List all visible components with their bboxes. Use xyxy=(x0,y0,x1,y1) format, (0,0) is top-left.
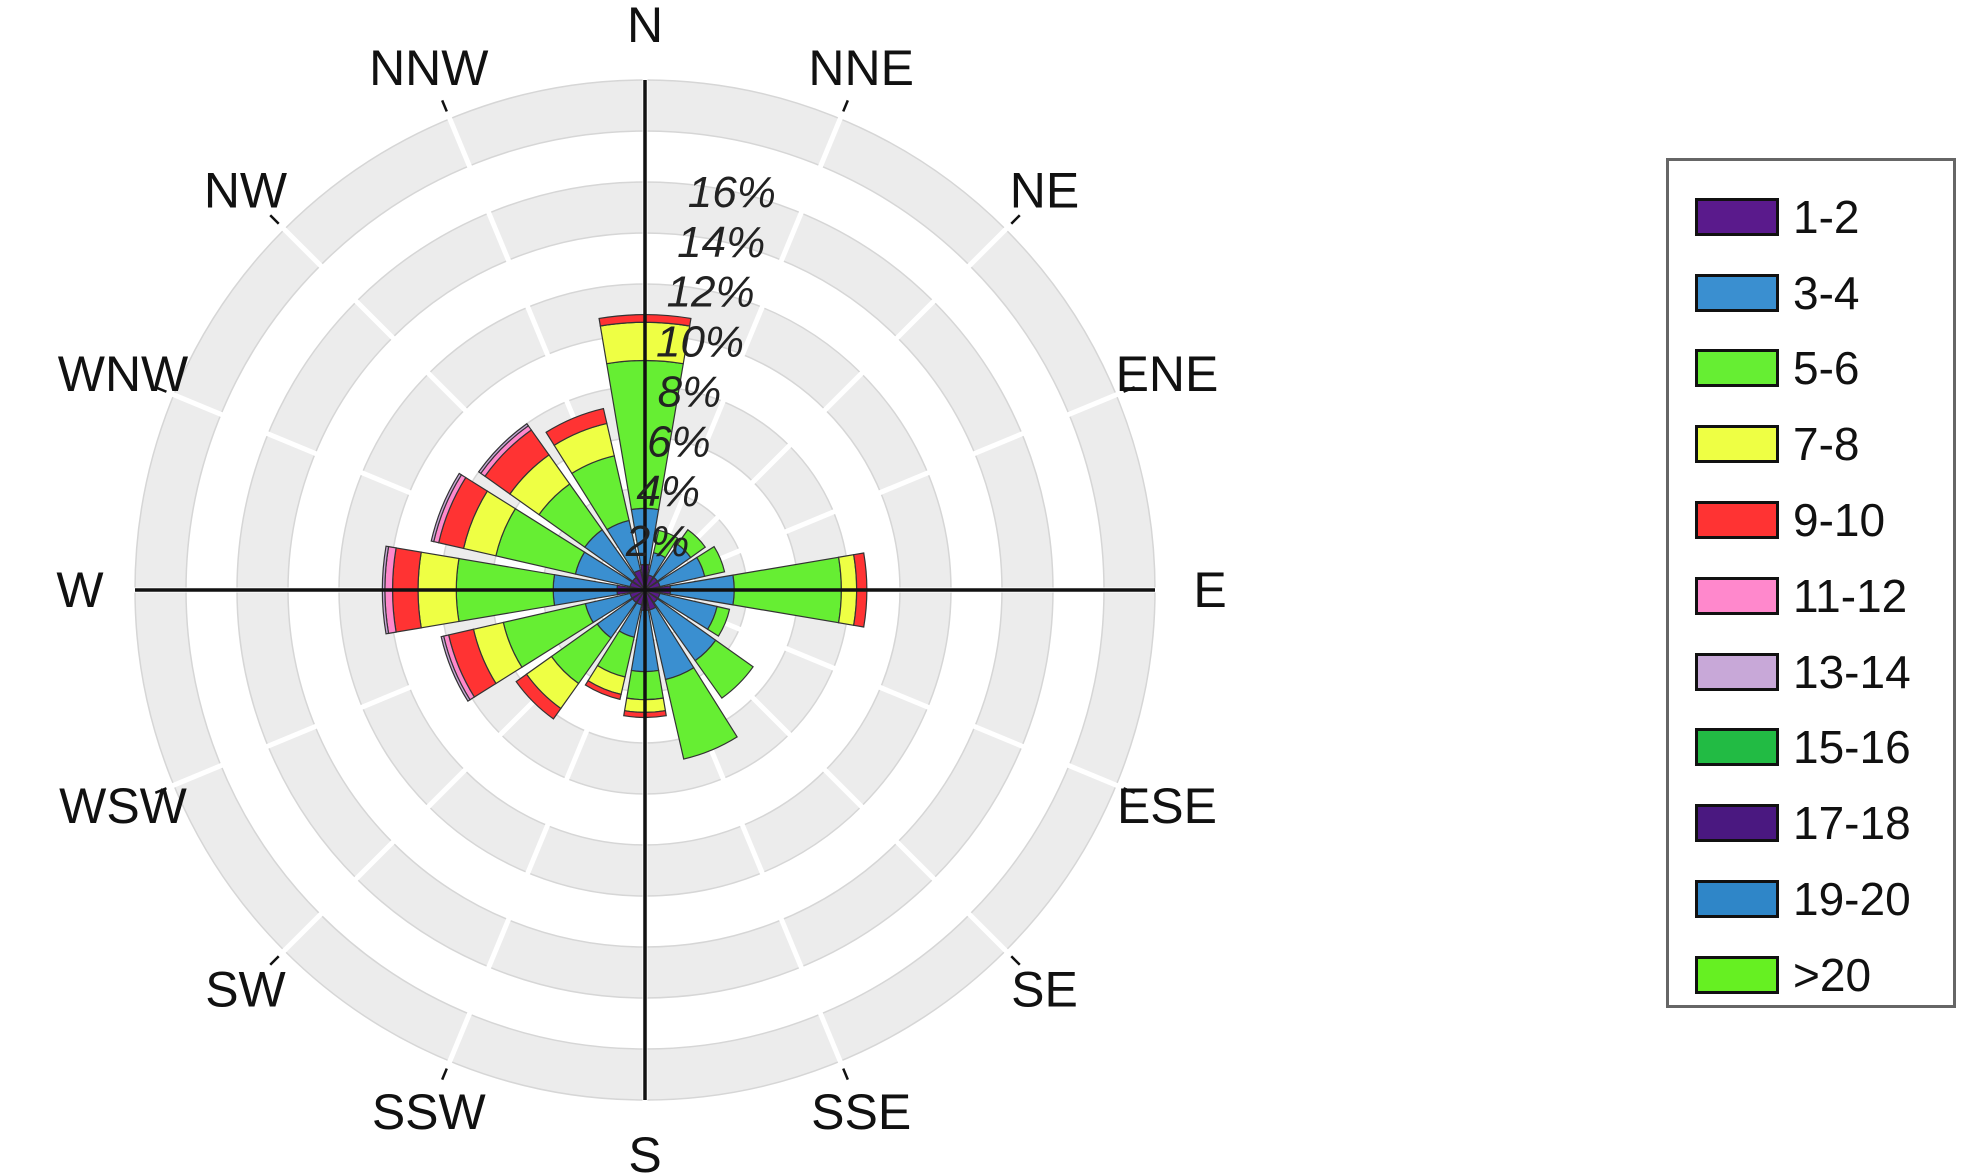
wedge-ssw-9-10 xyxy=(584,679,622,701)
legend-label: 15-16 xyxy=(1793,721,1911,774)
legend-label: 1-2 xyxy=(1793,190,1860,243)
legend-swatch xyxy=(1695,880,1779,919)
wedge-w-13-14 xyxy=(381,545,390,635)
ring-label: 2% xyxy=(625,517,690,566)
wedge-wnw-13-14 xyxy=(430,472,463,543)
legend-label: 9-10 xyxy=(1793,494,1886,547)
legend-swatch xyxy=(1695,652,1779,691)
spoke-ne xyxy=(643,226,1009,592)
wedge-se-5-6 xyxy=(694,639,754,699)
direction-label-nne: NNE xyxy=(808,40,914,96)
legend-entry: 9-10 xyxy=(1695,482,1953,558)
main-axes xyxy=(135,80,1155,1100)
legend-label: 5-6 xyxy=(1793,342,1860,395)
ring-label: 16% xyxy=(688,168,776,217)
tick-ese xyxy=(1123,787,1136,794)
ring-label: 4% xyxy=(636,467,700,516)
direction-label-n: N xyxy=(627,0,663,53)
wedge-sse-5-6 xyxy=(664,666,738,760)
legend-swatch xyxy=(1695,576,1779,615)
legend-swatch xyxy=(1695,273,1779,312)
ring-labels: 2%4%6%8%10%12%14%16% xyxy=(625,168,776,566)
ring-label: 6% xyxy=(647,417,711,466)
tick-nne xyxy=(842,99,849,112)
legend-entry: 17-18 xyxy=(1695,785,1953,861)
legend-label: 17-18 xyxy=(1793,797,1911,850)
frequency-wedges xyxy=(381,314,868,760)
direction-label-e: E xyxy=(1193,562,1226,618)
legend-label: 3-4 xyxy=(1793,266,1860,319)
tick-ssw xyxy=(441,1068,448,1081)
tick-nnw xyxy=(441,99,448,112)
legend-swatch xyxy=(1695,955,1779,994)
tick-se xyxy=(1010,955,1021,966)
legend-label: 7-8 xyxy=(1793,418,1860,471)
legend-label: >20 xyxy=(1793,948,1872,1001)
direction-label-ese: ESE xyxy=(1117,778,1217,834)
direction-label-ssw: SSW xyxy=(372,1084,487,1140)
legend-entry: 7-8 xyxy=(1695,406,1953,482)
direction-label-nw: NW xyxy=(204,162,288,218)
tick-wnw xyxy=(154,386,167,393)
legend-swatch xyxy=(1695,728,1779,767)
legend-swatch xyxy=(1695,501,1779,540)
direction-label-ne: NE xyxy=(1010,162,1079,218)
direction-label-sw: SW xyxy=(205,962,286,1018)
direction-label-s: S xyxy=(628,1127,661,1176)
tick-sw xyxy=(269,955,280,966)
legend-swatch xyxy=(1695,349,1779,388)
legend-label: 13-14 xyxy=(1793,645,1911,698)
legend-swatch xyxy=(1695,197,1779,236)
tick-wsw xyxy=(154,787,167,794)
wedge-nne-5-6 xyxy=(652,529,679,559)
direction-label-wsw: WSW xyxy=(59,778,188,834)
legend-entry: 1-2 xyxy=(1695,179,1953,255)
legend-entry: 13-14 xyxy=(1695,634,1953,710)
wedge-wsw-13-14 xyxy=(440,635,471,702)
ring-label: 10% xyxy=(656,318,744,367)
tick-sse xyxy=(842,1068,849,1081)
direction-label-nnw: NNW xyxy=(369,40,489,96)
legend-swatch xyxy=(1695,425,1779,464)
wedge-sw-9-10 xyxy=(515,673,562,720)
wedge-ese-5-6 xyxy=(706,605,731,637)
ring-label: 8% xyxy=(658,367,722,416)
legend-entry: 5-6 xyxy=(1695,331,1953,407)
legend-entry: 19-20 xyxy=(1695,861,1953,937)
spoke-nne xyxy=(642,116,844,591)
tick-nw xyxy=(269,214,280,225)
wind-rose-chart: 2%4%6%8%10%12%14%16% N NNE NE ENE E ESE SE SSE S… xyxy=(56,0,1226,1176)
legend-swatch xyxy=(1695,804,1779,843)
spoke-ene xyxy=(644,391,1119,593)
direction-label-wnw: WNW xyxy=(58,346,189,402)
direction-label-sse: SSE xyxy=(811,1084,911,1140)
direction-label-ene: ENE xyxy=(1116,346,1219,402)
wedge-ne-5-6 xyxy=(676,528,707,559)
legend-label: 11-12 xyxy=(1793,569,1908,622)
ring-label: 12% xyxy=(667,268,755,317)
wedge-nnw-9-10 xyxy=(545,407,608,447)
legend-entry: 11-12 xyxy=(1695,558,1953,634)
legend-label: 19-20 xyxy=(1793,873,1911,926)
legend-entry: 3-4 xyxy=(1695,255,1953,331)
legend: 1-2 3-4 5-6 7-8 9-10 11-12 13-14 15-16 17-18 19-2… xyxy=(1666,158,1956,1008)
legend-entry: >20 xyxy=(1695,937,1953,1013)
ring-label: 14% xyxy=(677,218,765,267)
wedge-ene-5-6 xyxy=(696,545,726,578)
direction-label-w: W xyxy=(56,562,104,618)
tick-ene xyxy=(1123,386,1136,393)
legend-entry: 15-16 xyxy=(1695,710,1953,786)
direction-labels: N NNE NE ENE E ESE SE SSE S SSW SW WSW W WNW NW NNW xyxy=(56,0,1226,1176)
wedge-nw-13-14 xyxy=(477,422,530,475)
tick-ne xyxy=(1010,214,1021,225)
direction-label-se: SE xyxy=(1011,962,1078,1018)
